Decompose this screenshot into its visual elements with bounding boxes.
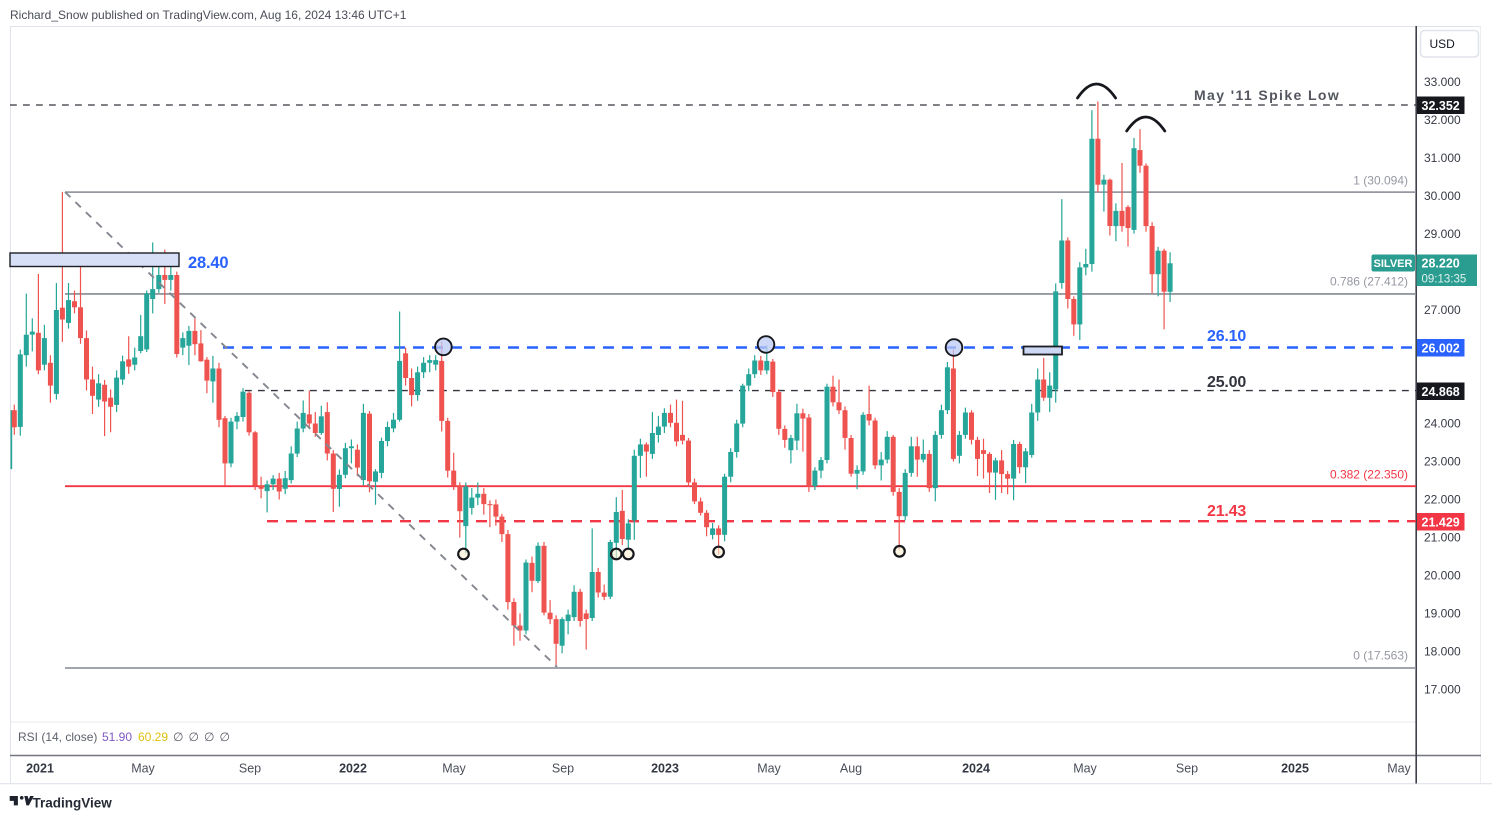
svg-text:2023: 2023 <box>651 762 679 776</box>
svg-text:∅: ∅ <box>189 730 199 744</box>
svg-text:Sep: Sep <box>552 762 574 776</box>
svg-text:May: May <box>1387 762 1411 776</box>
svg-text:USD: USD <box>1430 37 1456 51</box>
svg-text:27.000: 27.000 <box>1424 303 1461 317</box>
svg-text:31.000: 31.000 <box>1424 151 1461 165</box>
svg-text:26.002: 26.002 <box>1422 342 1460 356</box>
svg-text:20.000: 20.000 <box>1424 569 1461 583</box>
svg-text:∅: ∅ <box>220 730 230 744</box>
svg-text:60.29: 60.29 <box>138 730 168 744</box>
svg-text:May '11 Spike Low: May '11 Spike Low <box>1194 87 1340 103</box>
svg-text:TradingView: TradingView <box>33 796 113 811</box>
svg-text:2025: 2025 <box>1281 762 1309 776</box>
svg-text:26.10: 26.10 <box>1207 328 1246 345</box>
svg-text:Aug: Aug <box>840 762 862 776</box>
svg-text:21.000: 21.000 <box>1424 531 1461 545</box>
svg-text:May: May <box>1073 762 1097 776</box>
svg-text:25.00: 25.00 <box>1207 374 1246 391</box>
svg-text:17.000: 17.000 <box>1424 683 1461 697</box>
svg-text:18.000: 18.000 <box>1424 645 1461 659</box>
svg-text:May: May <box>131 762 155 776</box>
svg-text:33.000: 33.000 <box>1424 75 1461 89</box>
svg-text:21.429: 21.429 <box>1422 516 1460 530</box>
svg-text:32.352: 32.352 <box>1422 99 1460 113</box>
svg-text:1 (30.094): 1 (30.094) <box>1353 174 1408 188</box>
svg-text:51.90: 51.90 <box>102 730 132 744</box>
svg-text:28.220: 28.220 <box>1422 257 1460 271</box>
svg-text:0.382 (22.350): 0.382 (22.350) <box>1330 468 1408 482</box>
svg-text:09:13:35: 09:13:35 <box>1422 274 1467 286</box>
svg-text:RSI (14, close): RSI (14, close) <box>18 730 97 744</box>
svg-text:SILVER: SILVER <box>1374 258 1413 270</box>
svg-text:23.000: 23.000 <box>1424 455 1461 469</box>
svg-text:Sep: Sep <box>239 762 261 776</box>
svg-text:30.000: 30.000 <box>1424 189 1461 203</box>
svg-text:19.000: 19.000 <box>1424 607 1461 621</box>
svg-text:0.786 (27.412): 0.786 (27.412) <box>1330 275 1408 289</box>
svg-text:24.000: 24.000 <box>1424 417 1461 431</box>
svg-text:0 (17.563): 0 (17.563) <box>1353 649 1408 663</box>
svg-text:2022: 2022 <box>339 762 367 776</box>
svg-text:22.000: 22.000 <box>1424 493 1461 507</box>
svg-text:May: May <box>757 762 781 776</box>
svg-text:21.43: 21.43 <box>1207 503 1246 520</box>
svg-text:2021: 2021 <box>26 762 54 776</box>
svg-text:∅: ∅ <box>173 730 183 744</box>
svg-text:2024: 2024 <box>962 762 990 776</box>
svg-text:May: May <box>442 762 466 776</box>
svg-text:Richard_Snow published on Trad: Richard_Snow published on TradingView.co… <box>10 8 407 22</box>
svg-text:29.000: 29.000 <box>1424 227 1461 241</box>
svg-text:∅: ∅ <box>204 730 214 744</box>
svg-text:28.40: 28.40 <box>188 254 228 272</box>
svg-text:32.000: 32.000 <box>1424 113 1461 127</box>
svg-text:Sep: Sep <box>1176 762 1198 776</box>
svg-text:24.868: 24.868 <box>1422 385 1460 399</box>
